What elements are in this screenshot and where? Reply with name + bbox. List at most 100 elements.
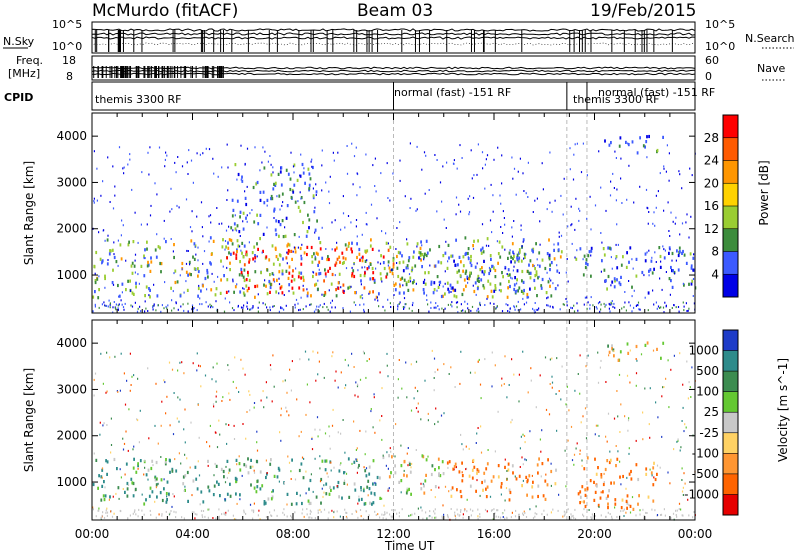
velocity-ground <box>493 508 495 511</box>
velocity-noise <box>522 433 524 436</box>
power-cell <box>601 259 603 263</box>
power-ground <box>98 306 100 309</box>
velocity-noise <box>511 418 513 421</box>
velocity-noise <box>327 475 329 478</box>
velocity-noise <box>304 350 307 353</box>
power-cell <box>406 264 409 268</box>
velocity-cell <box>608 350 611 354</box>
velocity-noise <box>328 435 331 438</box>
velocity-cell <box>645 472 648 476</box>
power-noise <box>643 274 645 277</box>
velocity-cell <box>101 468 104 472</box>
power-noise <box>476 309 478 312</box>
power-noise <box>691 174 693 177</box>
power-cell <box>271 197 274 201</box>
velocity-colorbar-tick-6: -500 <box>692 467 719 481</box>
velocity-cell <box>608 460 611 465</box>
velocity-ground <box>271 515 273 517</box>
velocity-noise <box>477 427 479 429</box>
power-noise <box>486 154 489 157</box>
power-ground <box>583 303 585 306</box>
power-noise <box>471 177 473 180</box>
velocity-noise <box>427 455 429 458</box>
velocity-cell <box>626 501 629 505</box>
power-cell <box>338 272 341 276</box>
velocity-cell <box>629 504 632 508</box>
power-ground <box>552 305 554 308</box>
power-cell <box>308 172 311 176</box>
power-ground <box>192 307 194 310</box>
power-cell <box>212 239 215 243</box>
velocity-noise <box>486 510 488 513</box>
velocity-ground <box>525 516 528 518</box>
velocity-noise <box>565 403 567 406</box>
power-cell <box>546 252 549 256</box>
power-cell <box>149 288 151 292</box>
freq-tick-top: 18 <box>62 54 76 67</box>
velocity-noise <box>163 478 165 481</box>
velocity-cell <box>615 464 617 468</box>
power-noise <box>560 194 562 197</box>
velocity-ground <box>253 509 255 512</box>
power-ground <box>137 307 139 310</box>
velocity-ground <box>552 508 554 511</box>
velocity-cell <box>92 482 95 487</box>
power-cell <box>293 163 296 167</box>
velocity-ground <box>386 511 388 514</box>
velocity-noise <box>117 391 119 393</box>
power-ground <box>285 304 287 307</box>
power-noise <box>202 262 204 265</box>
power-noise <box>439 181 442 184</box>
velocity-noise <box>501 377 503 380</box>
velocity-noise <box>318 360 320 363</box>
velocity-noise <box>226 476 228 479</box>
velocity-noise <box>386 364 388 367</box>
velocity-noise <box>253 502 255 505</box>
power-noise <box>300 254 302 257</box>
power-cell <box>316 219 318 223</box>
velocity-noise <box>340 371 342 374</box>
power-cell <box>414 264 417 268</box>
power-noise <box>590 228 592 231</box>
power-ground <box>246 305 248 308</box>
power-ground <box>294 303 296 306</box>
power-cell <box>647 291 650 295</box>
power-noise <box>574 143 576 146</box>
power-cell <box>248 258 251 262</box>
power-cell <box>522 291 525 295</box>
power-noise <box>456 167 458 170</box>
velocity-cell <box>644 343 647 347</box>
power-noise <box>504 223 506 226</box>
cpid-segment-2: normal (fast) -151 RF <box>394 86 511 99</box>
velocity-ground <box>396 512 398 515</box>
velocity-cell <box>324 468 327 472</box>
power-noise <box>170 187 172 190</box>
velocity-noise <box>627 419 630 422</box>
velocity-ground <box>98 509 100 512</box>
power-cell <box>391 272 394 276</box>
velocity-ground <box>693 511 695 513</box>
power-noise <box>464 300 466 303</box>
velocity-cell <box>424 479 427 483</box>
velocity-cell <box>220 467 223 471</box>
velocity-noise <box>253 469 255 472</box>
power-cell <box>608 143 611 147</box>
velocity-noise <box>178 420 180 423</box>
velocity-noise <box>355 381 357 384</box>
velocity-cell <box>388 454 390 458</box>
power-cell <box>399 284 401 288</box>
power-colorbar-tick-3: 16 <box>704 199 719 213</box>
power-cell <box>342 256 345 260</box>
power-noise <box>594 204 597 207</box>
power-cell <box>550 294 553 298</box>
power-cell <box>328 257 330 262</box>
power-cell <box>291 274 294 278</box>
power-cell <box>380 254 382 258</box>
power-noise <box>343 290 345 293</box>
power-cell <box>222 238 224 242</box>
velocity-noise <box>520 435 522 438</box>
power-ground <box>586 307 588 310</box>
velocity-noise <box>332 351 334 354</box>
power-noise <box>379 262 382 265</box>
power-noise <box>222 265 224 268</box>
